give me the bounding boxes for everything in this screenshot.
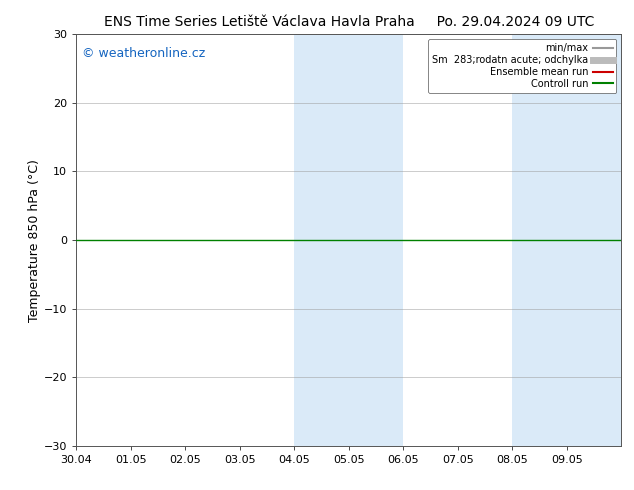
Bar [512,34,621,446]
Legend: min/max, Sm  283;rodatn acute; odchylka, Ensemble mean run, Controll run: min/max, Sm 283;rodatn acute; odchylka, … [428,39,616,93]
Bar [294,34,403,446]
Text: © weatheronline.cz: © weatheronline.cz [82,47,205,60]
Y-axis label: Temperature 850 hPa (°C): Temperature 850 hPa (°C) [28,159,41,321]
Title: ENS Time Series Letiště Václava Havla Praha     Po. 29.04.2024 09 UTC: ENS Time Series Letiště Václava Havla Pr… [103,15,594,29]
